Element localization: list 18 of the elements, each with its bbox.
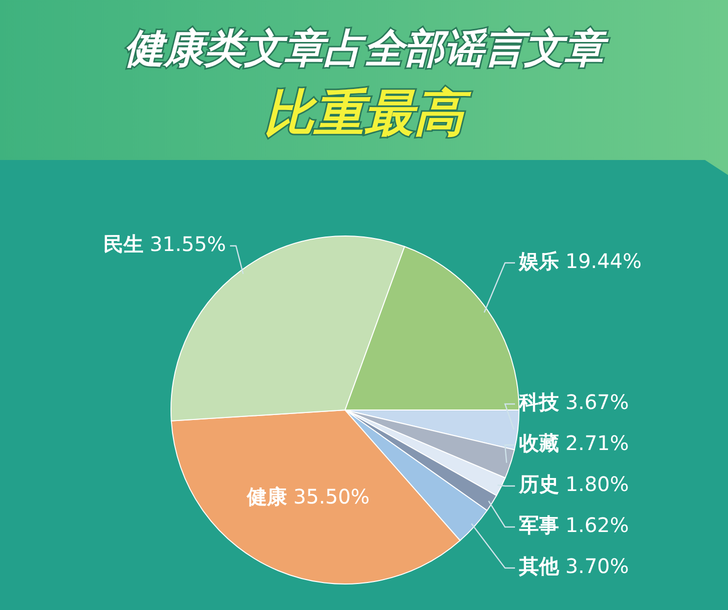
data-label: 35.50%: [287, 484, 370, 509]
slice-label: 健康: [246, 484, 288, 509]
chart-subtitle: 比重最高: [264, 84, 472, 142]
data-label: 2.71%: [559, 431, 629, 456]
data-label: 19.44%: [559, 249, 642, 274]
data-label: 1.80%: [559, 472, 629, 496]
chart-title: 健康类文章占全部谣言文章: [124, 26, 609, 72]
slice-label: 其他: [518, 554, 560, 578]
data-label: 31.55%: [143, 232, 226, 256]
slice-label: 科技: [518, 390, 560, 414]
data-label: 1.62%: [559, 513, 629, 538]
slice-label: 民生: [103, 232, 144, 256]
data-label: 3.70%: [559, 554, 629, 578]
slice-label: 娱乐: [518, 249, 559, 274]
data-label: 3.67%: [559, 390, 629, 414]
slice-label: 军事: [519, 513, 559, 538]
slice-label: 历史: [518, 472, 559, 496]
slice-label: 收藏: [519, 431, 559, 456]
